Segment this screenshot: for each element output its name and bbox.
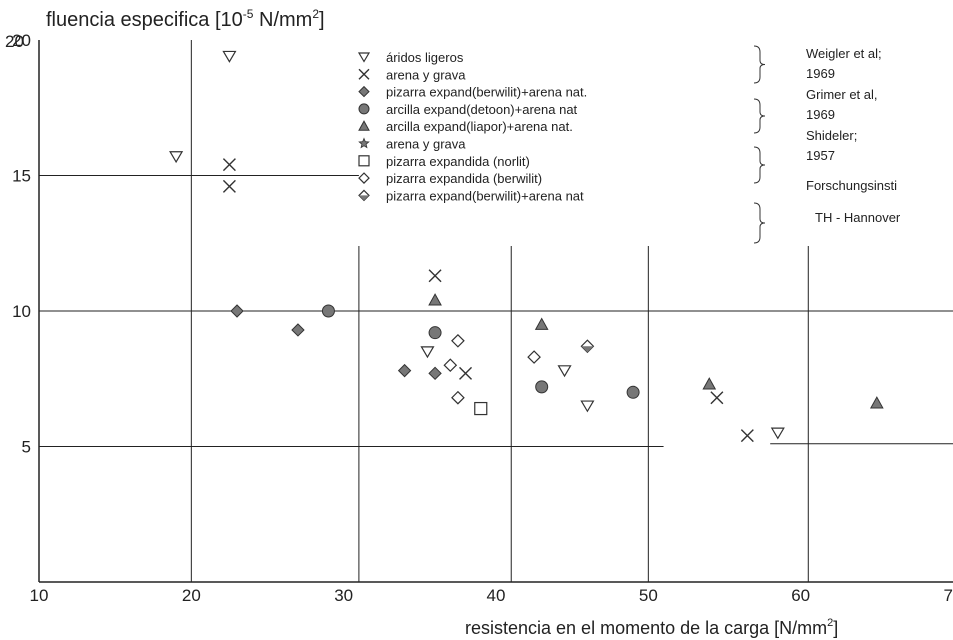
legend-marker <box>358 85 370 98</box>
legend-label: pizarra expand(berwilit)+arena nat. <box>386 85 587 100</box>
data-point <box>169 151 184 164</box>
source-note: TH - Hannover <box>815 210 901 225</box>
data-point <box>770 427 785 440</box>
data-point <box>222 50 237 63</box>
legend-label: pizarra expandida (berwilit) <box>386 171 542 186</box>
source-note: Grimer et al, <box>806 87 878 102</box>
brace <box>753 202 766 244</box>
x-tick-label: 10 <box>30 586 49 605</box>
data-point <box>397 363 412 378</box>
data-point <box>710 391 724 405</box>
legend-label: áridos ligeros <box>386 50 464 65</box>
x-tick-label: 50 <box>639 586 658 605</box>
y-tick-label: 5 <box>22 438 31 457</box>
y-tick-label: 10 <box>12 302 31 321</box>
legend: áridos ligeros arena y grava pizarra expan… <box>357 50 587 203</box>
source-note: 1957 <box>806 148 835 163</box>
axes <box>38 40 953 583</box>
data-point <box>534 317 549 330</box>
data-points <box>169 50 884 443</box>
brace <box>753 45 766 84</box>
source-note: Forschungsinsti <box>806 178 897 193</box>
data-point <box>428 293 442 306</box>
y-tick-label: 15 <box>12 167 31 186</box>
data-point <box>702 377 717 390</box>
source-note: 1969 <box>806 66 835 81</box>
legend-marker <box>358 155 370 167</box>
source-note: Weigler et al; <box>806 46 882 61</box>
legend-marker <box>358 137 370 149</box>
y-tick-label: 20 <box>12 31 31 50</box>
data-point <box>557 365 572 378</box>
x-tick-label: 40 <box>487 586 506 605</box>
data-point <box>474 401 488 416</box>
source-note: Shideler; <box>806 128 857 143</box>
legend-label: arcilla expand(detoon)+arena nat <box>386 102 578 117</box>
data-point <box>580 339 595 354</box>
data-point <box>443 358 458 373</box>
data-point <box>321 304 335 318</box>
data-point <box>222 158 236 172</box>
legend-marker <box>358 172 370 184</box>
source-notes: Weigler et al; 1969 Grimer et al, 1969 Shide… <box>753 45 901 244</box>
data-point <box>222 179 236 193</box>
data-point <box>420 346 435 359</box>
data-point <box>428 326 442 340</box>
legend-marker <box>358 68 370 80</box>
brace <box>753 146 766 184</box>
y-tick-label: 20 <box>5 32 24 51</box>
x-axis-title: resistencia en el momento de la carga [N… <box>465 617 838 638</box>
legend-marker <box>357 52 371 63</box>
tick-labels: 10203040506070510152020 <box>5 31 953 605</box>
legend-marker <box>358 120 370 131</box>
data-point <box>626 385 640 399</box>
data-point <box>230 304 244 318</box>
data-point <box>291 323 305 337</box>
source-note: 1969 <box>806 107 835 122</box>
x-tick-label: 70 <box>944 586 953 605</box>
grid-lines <box>39 40 953 582</box>
data-point <box>459 366 473 380</box>
data-point <box>869 396 884 409</box>
legend-label: pizarra expandida (norlit) <box>386 154 530 169</box>
data-point <box>428 366 442 381</box>
data-point <box>428 269 442 283</box>
y-axis-title: fluencia especifica [10-5 N/mm2] <box>46 7 325 31</box>
legend-label: arcilla expand(liapor)+arena nat. <box>386 119 573 134</box>
data-point <box>451 390 465 405</box>
legend-label: arena y grava <box>386 67 466 82</box>
brace <box>753 98 766 134</box>
data-point <box>527 350 541 364</box>
legend-marker <box>358 189 370 202</box>
x-tick-label: 30 <box>334 586 353 605</box>
data-point <box>535 380 549 394</box>
legend-label: pizarra expand(berwilit)+arena nat <box>386 188 584 203</box>
data-point <box>580 400 595 413</box>
data-point <box>740 429 754 443</box>
data-point <box>451 333 465 348</box>
x-tick-label: 20 <box>182 586 201 605</box>
legend-marker <box>358 103 370 115</box>
x-tick-label: 60 <box>791 586 810 605</box>
legend-label: arena y grava <box>386 137 466 152</box>
